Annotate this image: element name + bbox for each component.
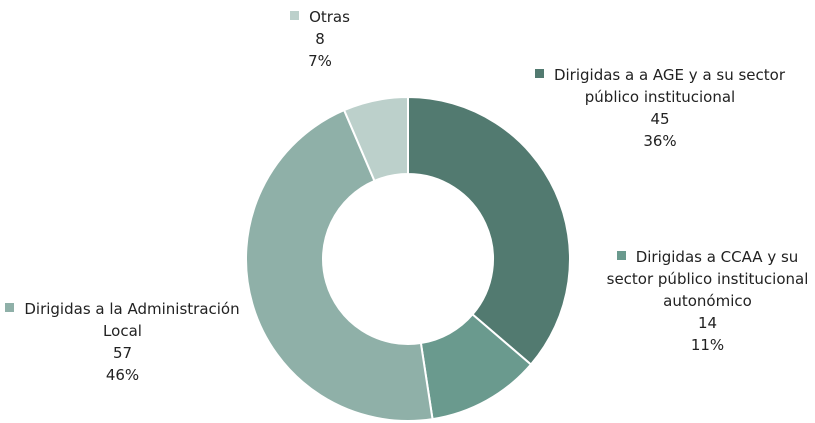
slice [342, 95, 409, 183]
percent-label: 46% [105, 366, 140, 384]
category-name: Dirigidas a la Administración Local [24, 300, 240, 340]
label-name-line: Otras [240, 6, 400, 28]
slice [407, 95, 571, 366]
category-name: Dirigidas a a AGE y a su sector público … [553, 66, 786, 106]
category-name: Dirigidas a CCAA y su sector público ins… [606, 248, 809, 310]
value-label: 57 [112, 344, 133, 362]
percent-label: 7% [308, 52, 332, 70]
legend-marker [534, 69, 544, 78]
category-name: Otras [309, 8, 350, 26]
value-label: 45 [650, 110, 670, 128]
label-name-line: Dirigidas a a AGE y a su sector público … [520, 64, 800, 108]
percent-label: 36% [643, 132, 677, 150]
legend-marker [5, 303, 15, 312]
percent-label: 11% [690, 336, 725, 354]
value-label: 14 [697, 314, 718, 332]
label-name-line: Dirigidas a la Administración Local [0, 298, 245, 342]
label-name-line: Dirigidas a CCAA y su sector público ins… [600, 246, 815, 312]
data-label: Dirigidas a la Administración Local 57 46% [0, 298, 245, 386]
data-label: Dirigidas a a AGE y a su sector público … [520, 64, 800, 152]
legend-marker [616, 251, 626, 260]
value-label: 8 [315, 30, 325, 48]
legend-marker [290, 11, 300, 20]
data-label: Otras 8 7% [240, 6, 400, 72]
slice [245, 108, 434, 422]
data-label: Dirigidas a CCAA y su sector público ins… [600, 246, 815, 356]
